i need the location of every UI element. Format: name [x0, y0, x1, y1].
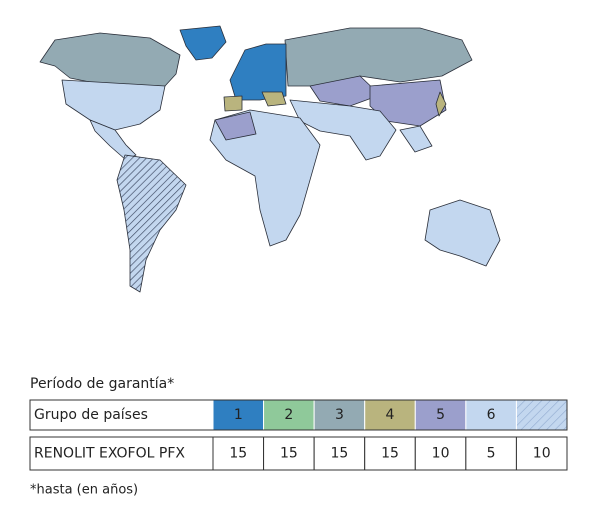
middle-east-india: [289, 99, 397, 161]
group-label: 4: [386, 407, 395, 423]
canada: [39, 32, 181, 87]
central-asia: [309, 75, 381, 107]
value-cell: [263, 436, 315, 471]
africa: [209, 109, 321, 247]
usa: [61, 79, 166, 131]
row-label: RENOLIT EXOFOL PFX: [34, 446, 185, 462]
group-label: 1: [234, 407, 243, 423]
value-cell: [414, 436, 467, 471]
group-swatch: [465, 399, 517, 431]
footnote: *hasta (en años): [30, 483, 138, 498]
world-map: [39, 25, 501, 293]
balkans: [261, 91, 287, 107]
south-america: [116, 154, 187, 293]
value-cell: [212, 436, 265, 471]
value-label: 15: [381, 446, 399, 462]
value-cell: [515, 436, 568, 471]
row-cell: [29, 436, 214, 471]
title: Período de garantía*: [30, 376, 174, 392]
japan: [435, 91, 447, 117]
greenland: [179, 25, 227, 61]
value-cell: [364, 436, 416, 471]
iberia: [223, 95, 243, 112]
header-label: Grupo de países: [34, 407, 148, 423]
value-label: 15: [280, 446, 298, 462]
group-swatch: [313, 399, 366, 431]
value-label: 15: [331, 446, 349, 462]
value-label: 5: [487, 446, 496, 462]
group-swatch: [515, 399, 568, 431]
russia: [284, 27, 473, 87]
group-label: 2: [284, 407, 293, 423]
value-label: 15: [229, 446, 247, 462]
australia: [424, 199, 501, 267]
value-label: 10: [432, 446, 450, 462]
north-africa: [214, 111, 257, 141]
legend-table: Grupo de países RENOLIT EXOFOL PFX 1 15 2 15 3…: [29, 399, 568, 471]
value-label: 10: [533, 446, 551, 462]
header-border: [29, 399, 568, 431]
value-cell: [313, 436, 366, 471]
group-swatch: [414, 399, 467, 431]
group-label: 5: [436, 407, 445, 423]
group-label: 3: [335, 407, 344, 423]
southeast-asia: [399, 125, 433, 153]
group-label: 6: [487, 407, 496, 423]
group-swatch: [212, 399, 265, 431]
